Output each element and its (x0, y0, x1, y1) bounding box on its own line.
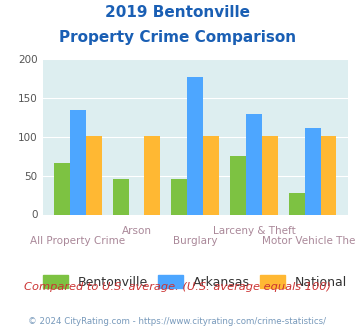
Bar (171, 179, 187, 214)
Bar (54, 163, 70, 214)
Text: Motor Vehicle Theft: Motor Vehicle Theft (262, 236, 355, 246)
Text: All Property Crime: All Property Crime (30, 236, 125, 246)
Bar (321, 136, 337, 214)
Bar (305, 128, 321, 214)
Bar (113, 179, 129, 214)
Text: © 2024 CityRating.com - https://www.cityrating.com/crime-statistics/: © 2024 CityRating.com - https://www.city… (28, 317, 327, 326)
Bar (246, 114, 262, 214)
Text: Property Crime Comparison: Property Crime Comparison (59, 30, 296, 45)
Text: Larceny & Theft: Larceny & Theft (213, 226, 295, 236)
Legend: Bentonville, Arkansas, National: Bentonville, Arkansas, National (38, 270, 353, 294)
Bar (187, 77, 203, 214)
Text: Compared to U.S. average. (U.S. average equals 100): Compared to U.S. average. (U.S. average … (24, 282, 331, 292)
Text: 2019 Bentonville: 2019 Bentonville (105, 5, 250, 20)
Bar (86, 136, 102, 214)
Bar (70, 110, 86, 214)
Bar (144, 136, 160, 214)
Bar (230, 155, 246, 214)
Bar (262, 136, 278, 214)
Text: Arson: Arson (121, 226, 152, 236)
Text: Burglary: Burglary (173, 236, 218, 246)
Bar (203, 136, 219, 214)
Bar (289, 193, 305, 215)
